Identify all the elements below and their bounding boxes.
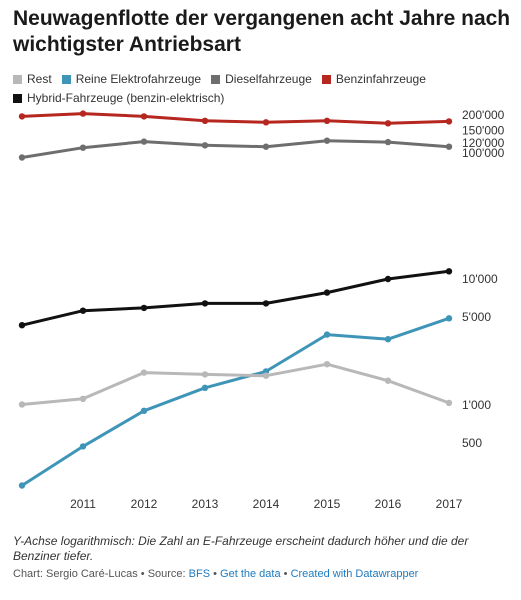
data-point-benzinfahrzeuge xyxy=(18,113,26,120)
data-point-hybrid-fahrzeuge-benzin-elektrisch xyxy=(445,268,453,275)
data-point-rest xyxy=(323,361,331,368)
data-point-rest xyxy=(18,401,26,408)
data-point-rest xyxy=(445,399,453,407)
series-line-reine-elektrofahrzeuge xyxy=(20,316,451,487)
data-point-reine-elektrofahrzeuge xyxy=(445,315,453,322)
data-point-dieselfahrzeuge xyxy=(201,142,209,149)
series-line-benzinfahrzeuge xyxy=(20,112,451,125)
legend-swatch xyxy=(321,74,331,84)
footer-credit: Chart: Sergio Caré-Lucas xyxy=(13,568,138,580)
legend-item-elektro: Reine Elektrofahrzeuge xyxy=(61,71,202,87)
data-point-benzinfahrzeuge xyxy=(262,119,270,126)
legend-item-benzin: Benzinfahrzeuge xyxy=(321,71,426,87)
data-point-hybrid-fahrzeuge-benzin-elektrisch xyxy=(201,300,209,307)
footer-separator: • xyxy=(210,568,221,580)
series-line-rest xyxy=(20,362,451,406)
y-tick-label: 200'000 xyxy=(462,108,505,122)
data-point-dieselfahrzeuge xyxy=(323,137,331,144)
y-tick-label: 10'000 xyxy=(462,272,498,286)
data-point-rest xyxy=(262,372,270,379)
x-tick-label: 2012 xyxy=(131,497,158,511)
data-point-dieselfahrzeuge xyxy=(79,144,87,151)
legend-swatch xyxy=(211,74,221,84)
x-tick-label: 2017 xyxy=(436,497,463,511)
legend-swatch xyxy=(61,74,71,84)
legend-swatch xyxy=(13,93,22,103)
data-point-hybrid-fahrzeuge-benzin-elektrisch xyxy=(18,322,26,329)
legend-item-hybrid: Hybrid-Fahrzeuge (benzin-elektrisch) xyxy=(13,90,224,106)
data-point-hybrid-fahrzeuge-benzin-elektrisch xyxy=(79,307,87,314)
data-point-hybrid-fahrzeuge-benzin-elektrisch xyxy=(323,289,331,296)
y-tick-label: 5'000 xyxy=(462,310,491,324)
legend-row-2: Hybrid-Fahrzeuge (benzin-elektrisch) xyxy=(13,90,513,106)
source-link[interactable]: BFS xyxy=(188,568,211,580)
y-tick-label: 150'000 xyxy=(462,124,505,138)
data-point-reine-elektrofahrzeuge xyxy=(323,331,331,338)
series-line-dieselfahrzeuge xyxy=(20,139,451,159)
data-point-benzinfahrzeuge xyxy=(140,113,148,120)
chart-footer: Chart: Sergio Caré-Lucas • Source: BFS •… xyxy=(13,568,418,580)
legend-label: Benzinfahrzeuge xyxy=(335,72,426,86)
data-point-rest xyxy=(384,377,392,384)
legend-item-rest: Rest xyxy=(13,71,52,87)
datawrapper-link[interactable]: Created with Datawrapper xyxy=(290,568,419,580)
legend-swatch xyxy=(13,74,22,84)
x-tick-label: 2015 xyxy=(314,497,341,511)
data-point-hybrid-fahrzeuge-benzin-elektrisch xyxy=(140,304,148,312)
data-point-benzinfahrzeuge xyxy=(79,110,87,117)
series-line-hybrid-fahrzeuge-benzin-elektrisch xyxy=(20,269,451,327)
y-tick-label: 500 xyxy=(462,436,482,450)
legend-row-1: Rest Reine Elektrofahrzeuge Dieselfahrze… xyxy=(13,71,513,87)
data-point-rest xyxy=(140,369,148,376)
data-point-dieselfahrzeuge xyxy=(384,138,392,146)
data-point-hybrid-fahrzeuge-benzin-elektrisch xyxy=(384,275,392,283)
data-point-dieselfahrzeuge xyxy=(140,138,148,145)
y-tick-label: 100'000 xyxy=(462,146,505,160)
x-tick-label: 2016 xyxy=(375,497,402,511)
chart-title: Neuwagenflotte der vergangenen acht Jahr… xyxy=(13,7,511,56)
data-point-reine-elektrofahrzeuge xyxy=(18,482,26,489)
data-point-rest xyxy=(79,395,87,402)
legend-item-diesel: Dieselfahrzeuge xyxy=(211,71,312,87)
legend-label: Reine Elektrofahrzeuge xyxy=(75,72,202,86)
data-point-benzinfahrzeuge xyxy=(201,117,209,125)
data-point-reine-elektrofahrzeuge xyxy=(201,384,209,391)
data-point-benzinfahrzeuge xyxy=(384,120,392,127)
x-tick-label: 2013 xyxy=(192,497,219,511)
legend-label: Hybrid-Fahrzeuge (benzin-elektrisch) xyxy=(27,91,225,105)
legend: Rest Reine Elektrofahrzeuge Dieselfahrze… xyxy=(13,71,513,109)
y-tick-label: 1'000 xyxy=(462,398,491,412)
data-point-benzinfahrzeuge xyxy=(323,117,331,125)
data-point-reine-elektrofahrzeuge xyxy=(384,336,392,343)
data-point-reine-elektrofahrzeuge xyxy=(140,407,148,414)
data-point-reine-elektrofahrzeuge xyxy=(79,443,87,450)
data-point-dieselfahrzeuge xyxy=(262,143,270,150)
data-point-rest xyxy=(201,371,209,378)
x-tick-label: 2014 xyxy=(253,497,280,511)
legend-label: Rest xyxy=(27,72,52,86)
data-point-dieselfahrzeuge xyxy=(18,154,26,161)
data-point-benzinfahrzeuge xyxy=(445,118,453,125)
chart-note: Y-Achse logarithmisch: Die Zahl an E-Fah… xyxy=(13,534,469,563)
data-point-dieselfahrzeuge xyxy=(445,143,453,150)
footer-separator: • xyxy=(280,568,291,580)
data-point-hybrid-fahrzeuge-benzin-elektrisch xyxy=(262,300,270,307)
x-tick-label: 2011 xyxy=(70,497,96,511)
footer-separator: • Source: xyxy=(137,568,189,580)
y-tick-label: 120'000 xyxy=(462,136,505,150)
get-data-link[interactable]: Get the data xyxy=(220,568,281,580)
legend-label: Dieselfahrzeuge xyxy=(225,72,312,86)
